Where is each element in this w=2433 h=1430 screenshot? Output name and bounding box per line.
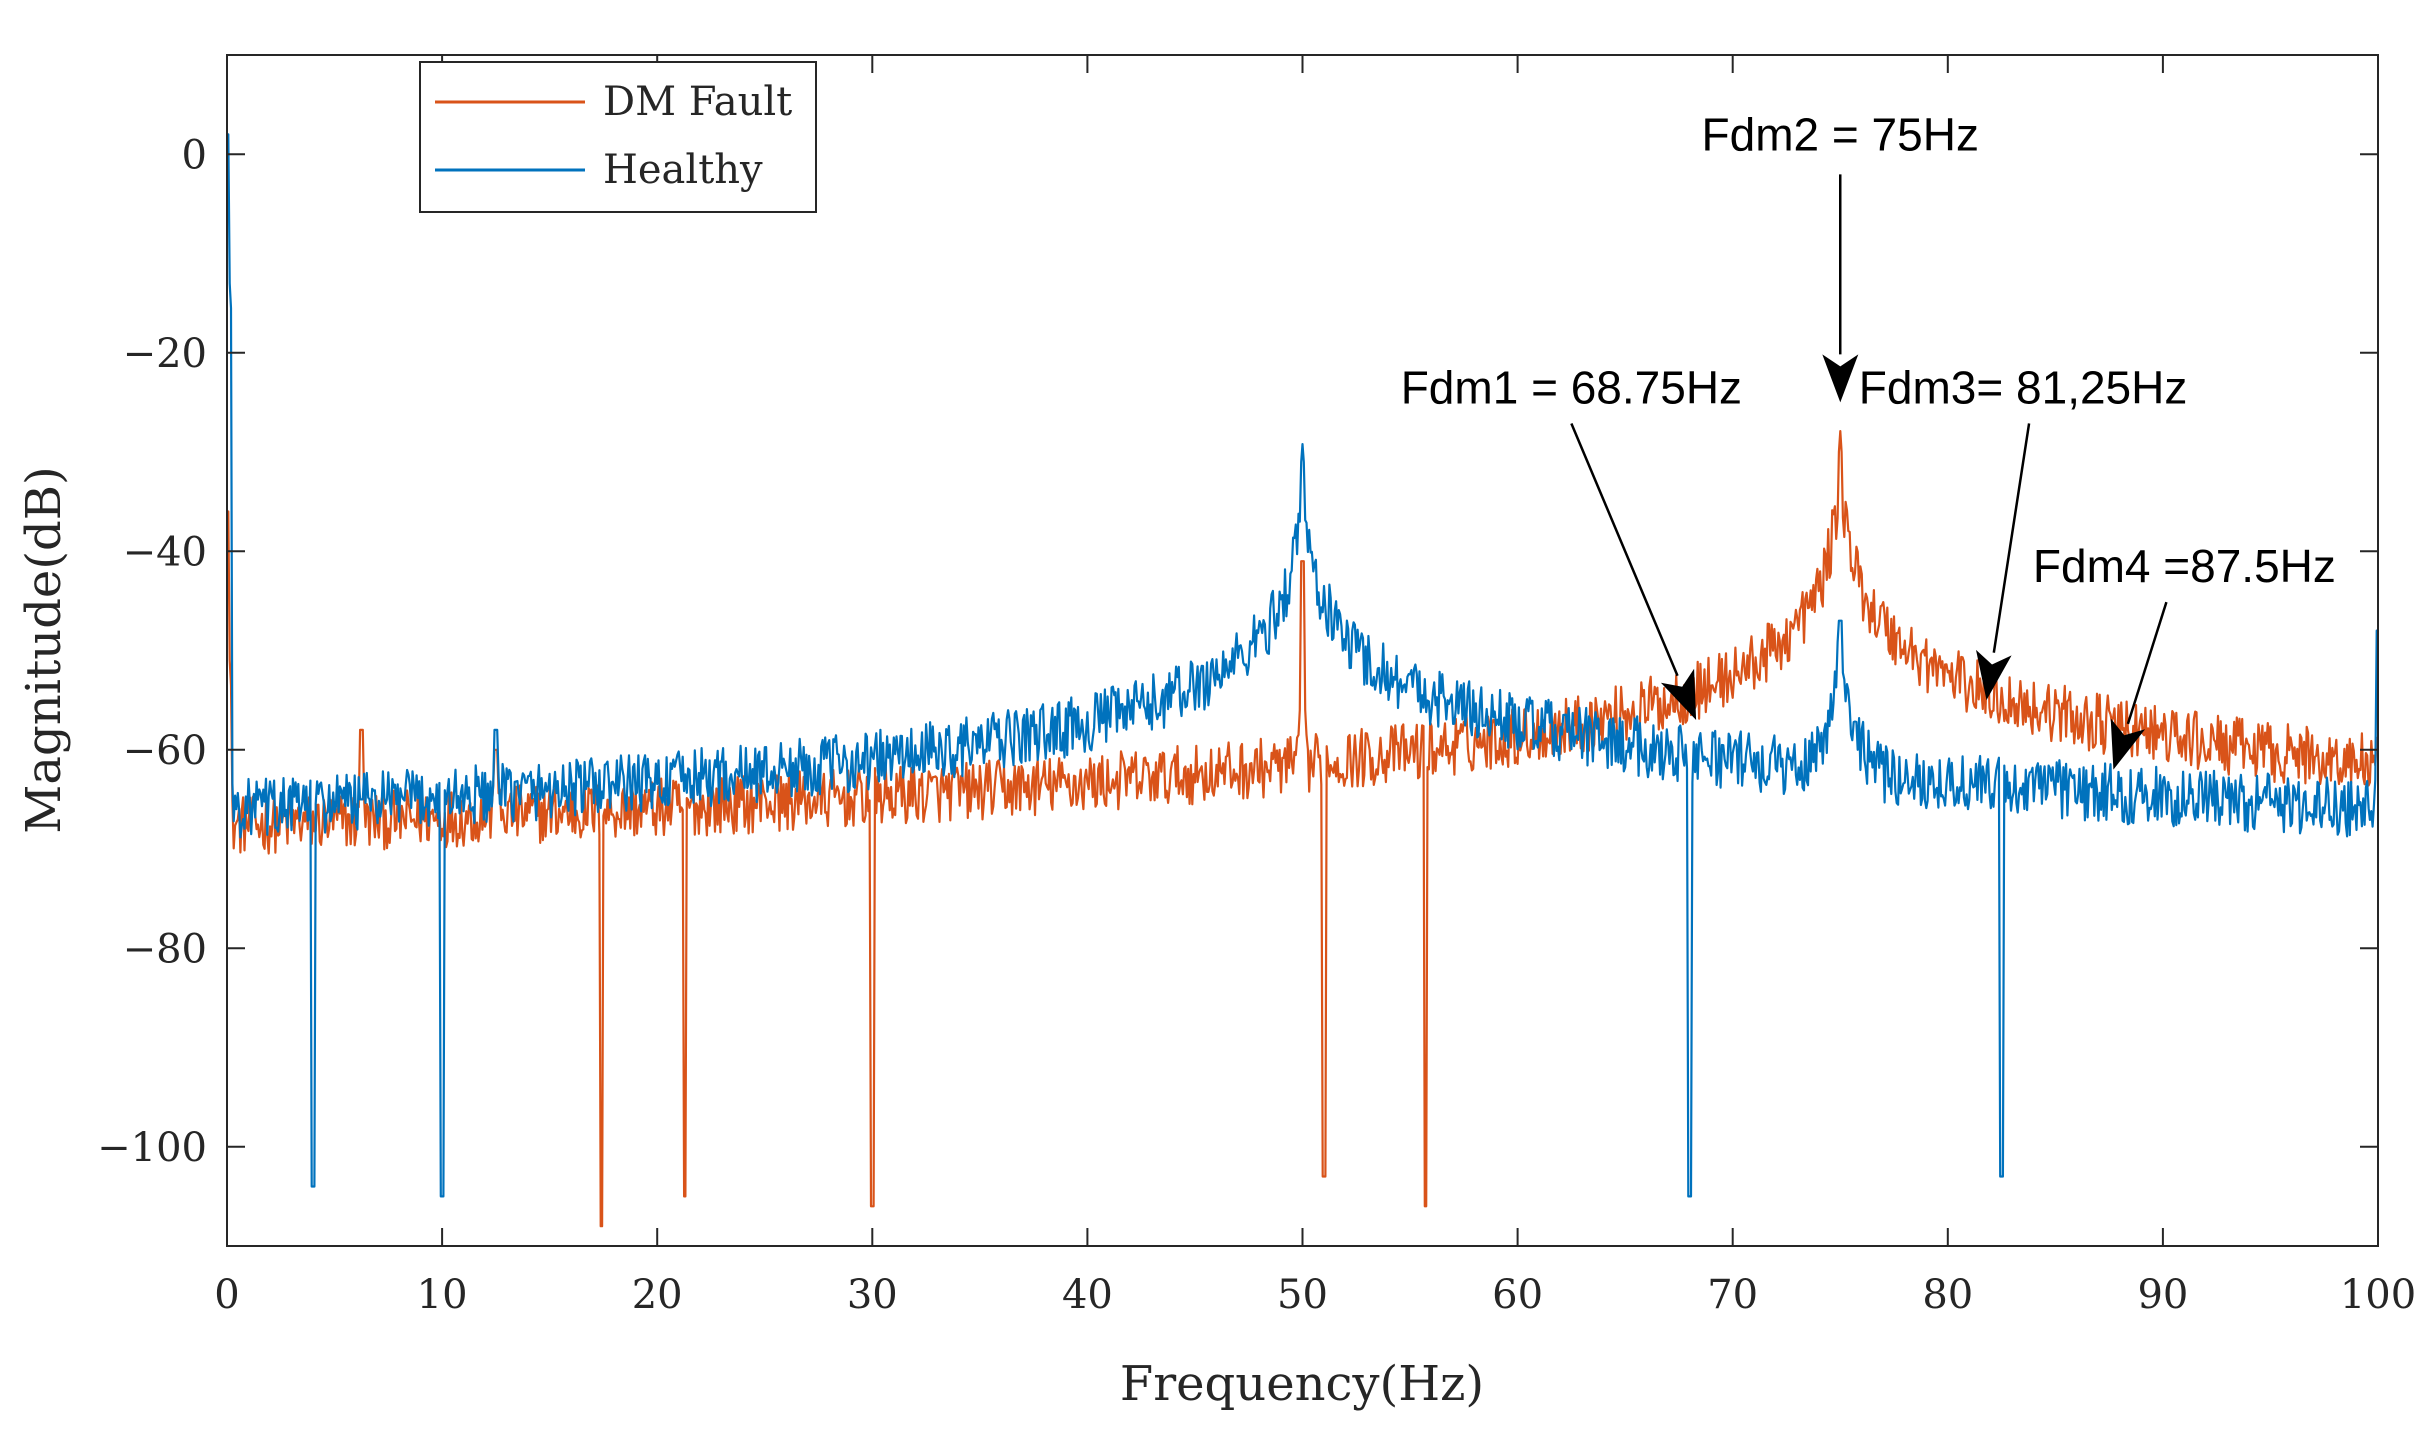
- x-tick-label: 90: [2137, 1272, 2188, 1318]
- x-tick-label: 40: [1062, 1272, 1113, 1318]
- annotation-arrow-fdm1: [1570, 423, 1679, 677]
- y-tick-label: −100: [97, 1125, 207, 1171]
- legend: DM Fault Healthy: [419, 61, 817, 213]
- y-tick-label: −60: [123, 728, 207, 774]
- y-tick-label: 0: [182, 132, 207, 178]
- annotation-arrow-fdm3: [1992, 423, 2031, 653]
- y-tick-label: −80: [123, 926, 207, 972]
- x-tick-label: 80: [1922, 1272, 1973, 1318]
- x-axis-label: Frequency(Hz): [1120, 1356, 1484, 1412]
- x-tick-label: 0: [214, 1272, 239, 1318]
- series-line-healthy: [227, 133, 2378, 1198]
- annotation-label-fdm2: Fdm2 = 75Hz: [1702, 108, 1979, 160]
- annotation-label-fdm3: Fdm3= 81,25Hz: [1859, 361, 2188, 413]
- series-line-dm-fault: [227, 430, 2378, 1228]
- annotation-arrow-fdm4: [2126, 601, 2168, 725]
- annotation-label-fdm4: Fdm4 =87.5Hz: [2033, 540, 2336, 592]
- legend-label-healthy: Healthy: [603, 147, 763, 193]
- y-tick-label: −40: [123, 529, 207, 575]
- annotation-arrowhead-fdm3: [1976, 649, 2012, 701]
- x-tick-label: 100: [2340, 1272, 2416, 1318]
- x-tick-label: 20: [632, 1272, 683, 1318]
- x-tick-label: 30: [847, 1272, 898, 1318]
- annotation-arrowhead-fdm4: [2110, 718, 2146, 770]
- x-tick-label: 50: [1277, 1272, 1328, 1318]
- legend-label-dm-fault: DM Fault: [603, 79, 792, 125]
- ticks-layer: 0 10 20 30 40 50 60 70 80 90 100 0 −20 −40 −60 −80 −100: [97, 55, 2416, 1318]
- y-axis-label: Magnitude(dB): [16, 466, 72, 834]
- legend-box: [419, 61, 817, 213]
- x-tick-label: 60: [1492, 1272, 1543, 1318]
- y-tick-label: −20: [123, 331, 207, 377]
- x-tick-label: 70: [1707, 1272, 1758, 1318]
- annotations-layer: Fdm1 = 68.75Hz Fdm2 = 75Hz Fdm3= 81,25Hz Fd…: [1401, 108, 2336, 770]
- x-tick-label: 10: [417, 1272, 468, 1318]
- annotation-arrowhead-fdm2: [1822, 354, 1859, 403]
- series-layer: [227, 133, 2378, 1228]
- annotation-label-fdm1: Fdm1 = 68.75Hz: [1401, 361, 1742, 413]
- annotation-arrowhead-fdm1: [1660, 668, 1697, 720]
